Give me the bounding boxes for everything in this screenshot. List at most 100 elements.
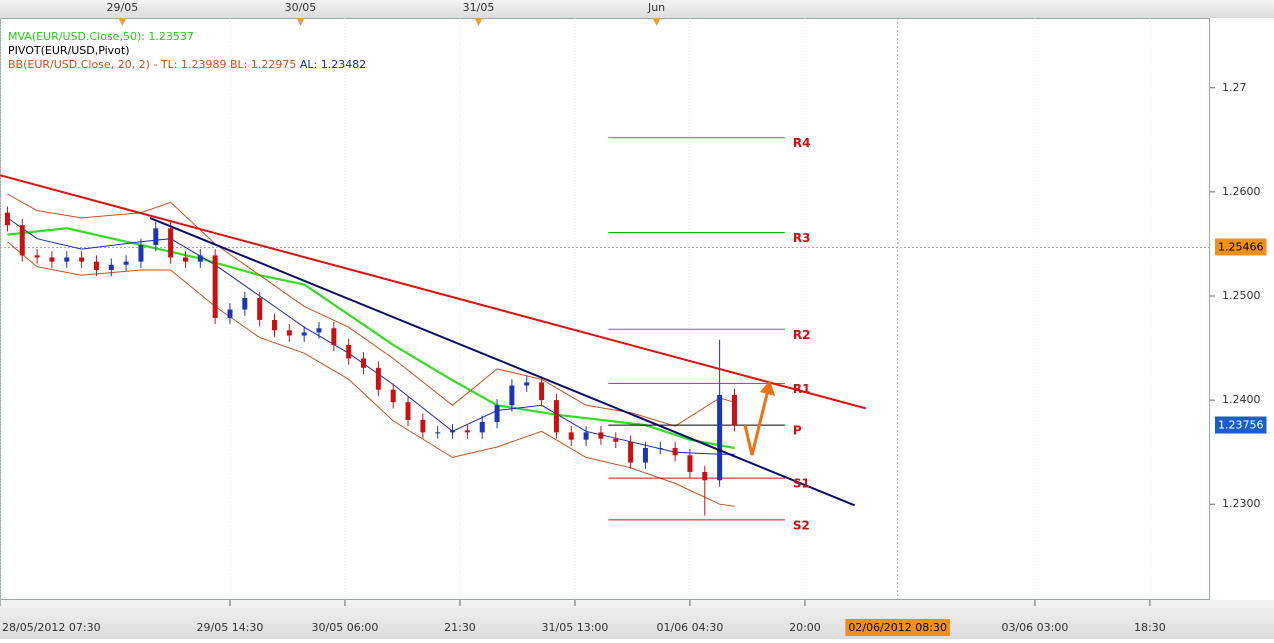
legend-text: PIVOT(EUR/USD,Pivot) <box>8 44 130 57</box>
trendline <box>149 216 855 507</box>
candle-body <box>286 330 292 336</box>
candle-body <box>672 447 678 456</box>
candle-body <box>524 382 530 386</box>
candle-body <box>93 261 99 270</box>
pivot-label: S2 <box>793 518 810 532</box>
candle-body <box>64 257 70 262</box>
bottom-axis-band <box>0 600 1274 639</box>
candle-body <box>49 257 55 262</box>
candle-body <box>79 257 85 262</box>
candle-body <box>4 212 10 226</box>
pivot-label: R4 <box>793 136 811 150</box>
candle-body <box>242 298 248 310</box>
candle-body <box>539 382 545 401</box>
candle-body <box>687 455 693 472</box>
candle-body <box>361 358 367 368</box>
candle-body <box>479 421 485 433</box>
plot <box>0 137 867 521</box>
candle-body <box>212 255 218 318</box>
top-marker <box>652 18 661 26</box>
indicator-line <box>7 227 735 450</box>
candle-body <box>642 447 648 463</box>
candle-body <box>375 367 381 390</box>
trendline <box>0 174 867 410</box>
candle-body <box>435 432 441 434</box>
annotation-arrowhead <box>760 380 775 396</box>
candle-body <box>553 400 559 433</box>
top-marker-label: 29/05 <box>107 1 139 14</box>
candle-body <box>657 447 663 449</box>
legend-line: MVA(EUR/USD.Close,50): 1.23537 <box>8 30 194 43</box>
x-tick-label: 01/06 04:30 <box>656 621 723 634</box>
candle-body <box>568 432 574 440</box>
y-tick-label: 1.2300 <box>1222 497 1261 510</box>
pivot-label: S1 <box>793 477 810 491</box>
y-tick-label: 1.2600 <box>1222 185 1261 198</box>
pivot-label: P <box>793 424 802 438</box>
top-marker <box>296 18 305 26</box>
candle-body <box>153 228 159 245</box>
candle-body <box>257 298 263 320</box>
y-tick-label: 1.2500 <box>1222 289 1261 302</box>
candle-body <box>182 257 188 262</box>
candle-body <box>271 319 277 331</box>
indicator-line <box>7 193 735 427</box>
candle-body <box>19 225 25 256</box>
candle-body <box>509 385 515 406</box>
price-label-box <box>845 619 950 636</box>
grid <box>0 18 1210 600</box>
annotation-arrow <box>743 389 770 456</box>
candle-body <box>390 389 396 403</box>
indicator-line <box>7 241 735 507</box>
top-marker <box>474 18 483 26</box>
candle-body <box>628 441 634 463</box>
plot-area <box>0 18 1210 600</box>
pivot-label: R3 <box>793 231 811 245</box>
candle-body <box>301 332 307 336</box>
candle-body <box>34 255 40 258</box>
candle-body <box>731 394 737 426</box>
top-marker-label: 31/05 <box>463 1 495 14</box>
top-marker-label: Jun <box>647 1 665 14</box>
top-marker-label: 30/05 <box>285 1 317 14</box>
x-tick-label: 31/05 13:00 <box>542 621 609 634</box>
candle-body <box>494 405 500 422</box>
candle-body <box>613 438 619 442</box>
price-label: 1.25466 <box>1218 240 1264 253</box>
price-label: 02/06/2012 08:30 <box>848 621 947 634</box>
pivot-label: R1 <box>793 382 811 396</box>
x-tick-label: 20:00 <box>789 621 821 634</box>
x-tick-label: 28/05/2012 07:30 <box>2 621 101 634</box>
pivot-label: R2 <box>793 328 811 342</box>
candle-body <box>138 244 144 262</box>
x-tick-label: 30/05 06:00 <box>312 621 379 634</box>
y-tick-label: 1.2400 <box>1222 393 1261 406</box>
x-tick-label: 21:30 <box>444 621 476 634</box>
candle-body <box>227 309 233 318</box>
legend-line: BB(EUR/USD.Close, 20, 2) - TL: 1.23989 B… <box>8 58 366 71</box>
last-price-label: 1.23756 <box>1218 419 1264 432</box>
candle-body <box>702 471 708 481</box>
legend-line: PIVOT(EUR/USD,Pivot) <box>8 44 130 57</box>
candle-body <box>331 328 337 345</box>
y-tick-label: 1.27 <box>1222 81 1247 94</box>
x-tick-label: 29/05 14:30 <box>197 621 264 634</box>
indicator-line <box>7 217 735 455</box>
top-axis-band <box>0 0 1274 18</box>
candle-body <box>583 432 589 440</box>
legend-text: AL: 1.23482 <box>296 58 366 71</box>
x-tick-label: 18:30 <box>1134 621 1166 634</box>
candle-body <box>346 344 352 359</box>
candle-body <box>420 419 426 433</box>
candle-body <box>450 430 456 433</box>
price-label-box <box>1215 238 1267 256</box>
candle-body <box>108 264 114 270</box>
last-price-box <box>1215 416 1267 434</box>
legend-text: BB(EUR/USD.Close, 20, 2) - TL: 1.23989 B… <box>8 58 296 71</box>
candle-body <box>464 430 470 433</box>
candle-body <box>717 394 723 481</box>
candle-body <box>405 402 411 420</box>
legend-text: MVA(EUR/USD.Close,50): 1.23537 <box>8 30 194 43</box>
